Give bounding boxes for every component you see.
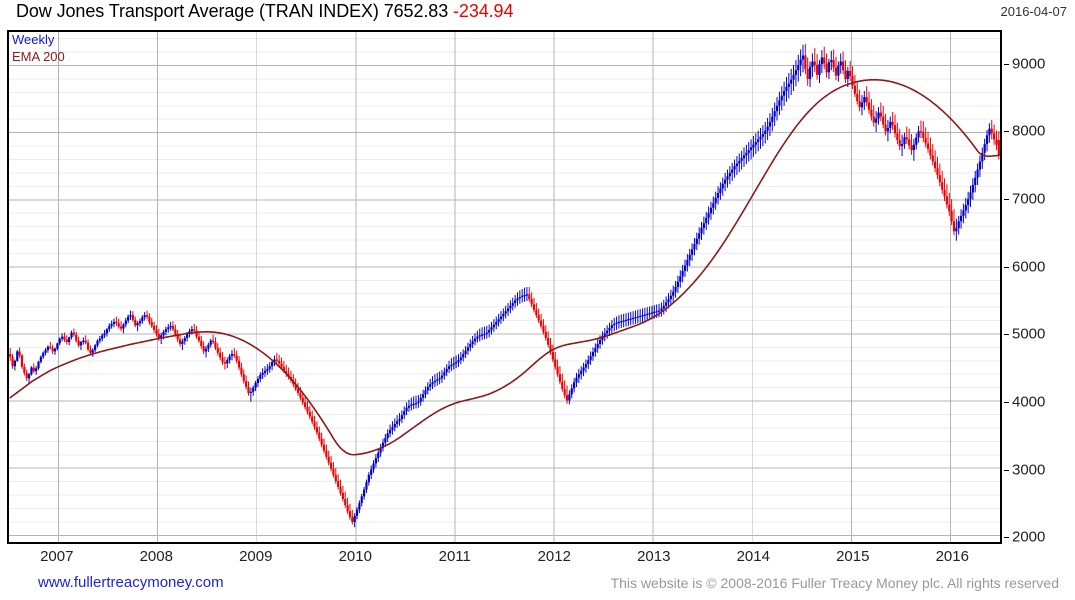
instrument-symbol: (TRAN INDEX) [259,1,379,21]
y-axis-tick-label: 9000 [1012,55,1046,73]
y-axis-tick-label: 6000 [1012,258,1046,276]
x-axis-tick-label: 2012 [537,548,571,565]
chart-canvas [9,32,1000,542]
x-axis-tick-label: 2011 [438,548,471,565]
x-axis-tick-label: 2010 [338,548,372,565]
chart-gridlines [9,32,1000,542]
chart-header: Dow Jones Transport Average (TRAN INDEX)… [0,0,1075,28]
y-axis-tick-mark [1004,537,1009,539]
y-axis-tick-mark [1004,401,1009,403]
chart-series-layer [9,44,1000,528]
y-axis-tick-label: 5000 [1012,325,1046,343]
x-axis-tick-label: 2015 [836,548,870,565]
y-axis-tick-label: 3000 [1012,461,1046,479]
x-axis-tick-label: 2013 [637,548,671,565]
y-axis-tick-mark [1004,266,1009,268]
as-of-date: 2016-04-07 [1000,4,1068,19]
y-axis-tick-mark [1004,469,1009,471]
last-price: 7652.83 [383,1,449,21]
y-axis-tick-mark [1004,199,1009,201]
chart-plot-area[interactable] [7,30,1002,544]
x-axis: 2007 2008 2009 2010 2011 2012 2013 2014 2015 2016 [0,546,1075,572]
legend-item-weekly: Weekly [12,32,55,47]
chart-legend: Weekly EMA 200 [12,32,65,65]
x-axis-tick-label: 2009 [239,548,273,565]
x-axis-tick-label: 2008 [139,548,173,565]
x-axis-tick-label: 2016 [935,548,969,565]
x-axis-tick-label: 2014 [736,548,770,565]
y-axis: 2000 3000 4000 5000 6000 7000 8000 9000 [1004,30,1074,546]
y-axis-tick-mark [1004,63,1009,65]
y-axis-tick-label: 2000 [1012,528,1046,546]
y-axis-tick-label: 7000 [1012,190,1046,208]
instrument-name: Dow Jones Transport Average [16,1,255,21]
legend-item-ema200: EMA 200 [12,48,65,64]
page-title: Dow Jones Transport Average (TRAN INDEX)… [16,1,513,22]
y-axis-tick-label: 4000 [1012,393,1046,411]
y-axis-tick-mark [1004,131,1009,133]
y-axis-tick-label: 8000 [1012,122,1046,140]
x-axis-tick-label: 2007 [40,548,74,565]
price-change: -234.94 [453,1,514,21]
site-url-link[interactable]: www.fullertreacymoney.com [38,574,224,591]
y-axis-tick-mark [1004,334,1009,336]
chart-footer: www.fullertreacymoney.com This website i… [0,574,1075,600]
copyright-notice: This website is © 2008-2016 Fuller Treac… [610,575,1059,591]
